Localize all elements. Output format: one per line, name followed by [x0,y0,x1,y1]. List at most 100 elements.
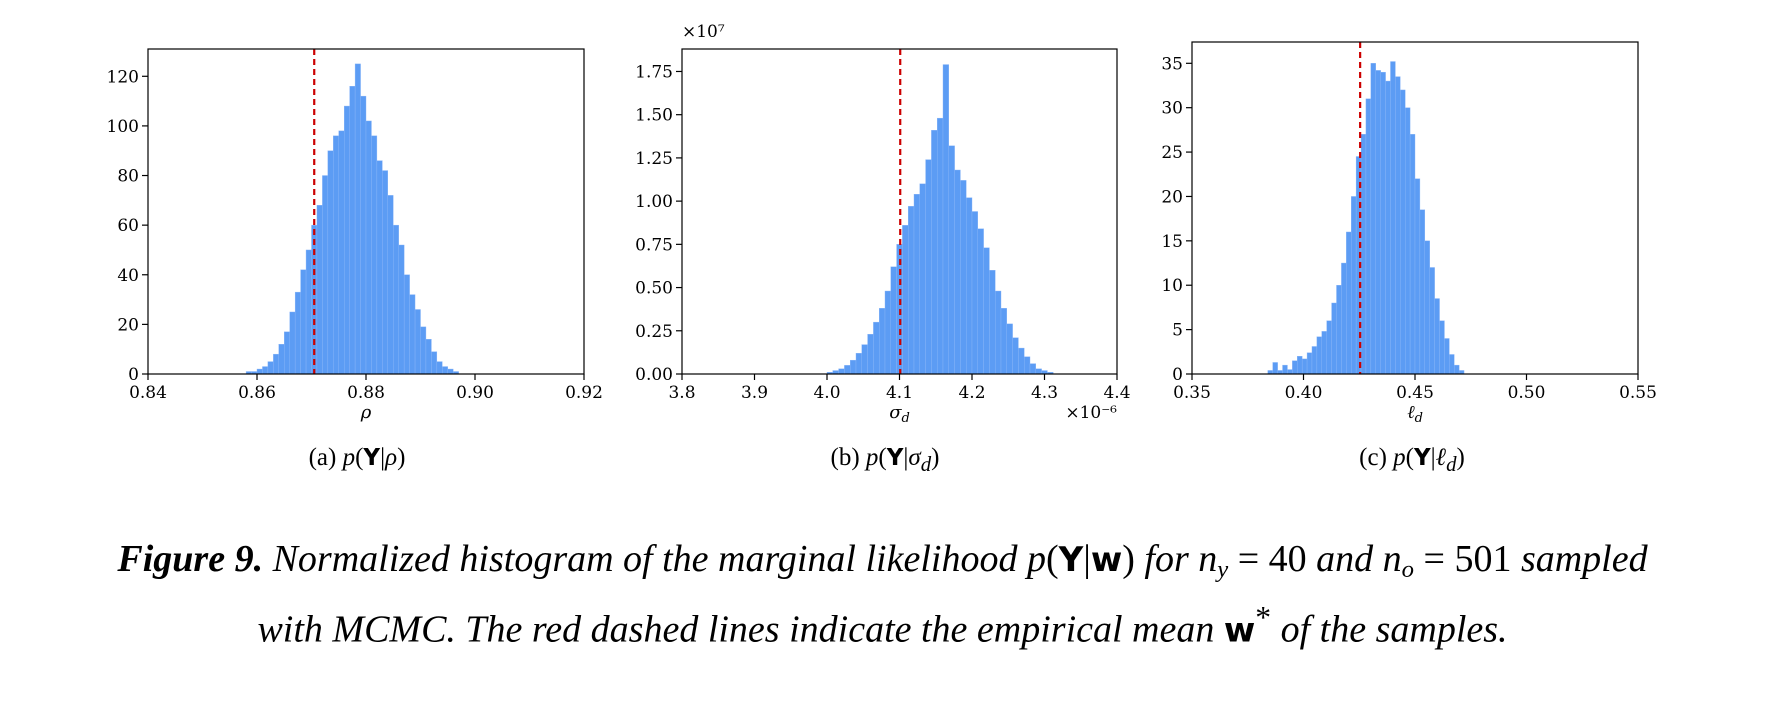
histogram-bar-c-6 [1297,356,1303,375]
xtick-label-a-2: 0.88 [347,383,385,403]
xtick-label-a-4: 0.92 [565,383,603,403]
histogram-bar-c-16 [1346,231,1352,375]
histogram-bar-b-35 [1029,363,1036,375]
histogram-bar-b-30 [1000,308,1007,375]
histogram-bar-c-30 [1414,178,1421,375]
ytick-label-a-0: 0 [128,365,139,385]
histogram-bar-b-24 [966,197,973,375]
histogram-bar-a-4 [267,361,274,375]
histogram-bar-b-2 [838,368,845,375]
histogram-bar-a-14 [322,175,329,375]
ytick-label-b-5: 1.25 [635,149,673,169]
ytick-label-b-4: 1.00 [635,192,673,212]
ytick-label-c-6: 30 [1161,99,1183,119]
xlabel-a: ρ [360,402,372,423]
histogram-bar-a-26 [387,195,394,375]
histogram-bar-c-24 [1385,80,1391,375]
ytick-label-c-5: 25 [1161,143,1183,163]
histogram-bar-c-14 [1336,285,1342,375]
histogram-bar-a-7 [284,331,290,375]
histogram-bar-c-11 [1321,331,1327,375]
ytick-label-b-3: 0.75 [635,235,673,255]
histogram-bar-c-23 [1380,71,1386,375]
histogram-bar-b-23 [960,180,967,375]
histogram-bar-c-22 [1375,70,1381,375]
histogram-bar-b-13 [902,225,909,375]
histogram-bar-c-15 [1341,262,1347,375]
caption-line-1: Figure 9. Normalized histogram of the ma… [117,538,1648,584]
histogram-bar-b-20 [942,64,949,375]
histogram-bar-a-6 [278,344,285,375]
histogram-bar-a-17 [338,130,345,375]
xtick-label-a-0: 0.84 [129,383,167,403]
ytick-label-b-7: 1.75 [635,62,673,82]
histogram-bar-a-10 [300,269,307,375]
xtick-label-a-1: 0.86 [238,383,276,403]
histogram-bar-c-28 [1404,107,1411,375]
histogram-bar-a-18 [344,105,350,375]
histogram-bar-a-28 [398,244,405,375]
figure-caption: Figure 9. Normalized histogram of the ma… [0,535,1765,655]
histogram-bar-a-30 [409,294,416,375]
histogram-bar-b-26 [977,228,984,375]
histogram-bar-b-36 [1035,368,1042,375]
ytick-label-c-1: 5 [1172,321,1183,341]
histogram-bar-b-5 [855,353,862,375]
histogram-bar-a-33 [425,339,432,375]
subcaption-b: (b) p(Y|σd) [830,444,940,476]
xtick-label-b-5: 4.3 [1031,383,1058,403]
xtick-label-c-2: 0.45 [1396,383,1434,403]
histogram-bar-c-33 [1429,267,1435,375]
ytick-label-b-0: 0.00 [635,365,673,385]
histogram-bar-b-34 [1023,356,1031,375]
xtick-label-b-0: 3.8 [668,383,695,403]
xtick-label-b-3: 4.1 [886,383,913,403]
ytick-label-b-2: 0.50 [635,279,673,299]
xtick-label-a-3: 0.90 [456,383,494,403]
xtick-label-c-3: 0.50 [1508,383,1546,403]
histogram-bar-c-10 [1316,336,1322,375]
histogram-bar-b-16 [919,183,926,375]
histogram-bar-c-8 [1306,352,1313,375]
histogram-bar-b-6 [861,344,868,375]
histogram-bar-b-28 [989,270,996,375]
histogram-bar-a-22 [365,120,372,375]
xtick-label-b-1: 3.9 [741,383,768,403]
histogram-bar-a-27 [393,224,399,375]
histogram-bar-a-9 [294,291,301,375]
histogram-bar-a-36 [442,366,448,375]
histogram-bar-c-32 [1424,240,1430,375]
histogram-bar-c-31 [1419,209,1426,375]
histogram-bar-c-19 [1360,134,1367,375]
histogram-bar-b-33 [1018,347,1025,375]
xlabel-b: σd [889,402,910,426]
histogram-bar-c-37 [1449,354,1455,375]
histogram-bar-c-29 [1409,134,1416,375]
ytick-label-a-1: 20 [117,315,139,335]
histogram-bar-c-21 [1370,63,1376,375]
histogram-bar-b-31 [1006,323,1013,375]
histogram-bar-c-1 [1272,362,1278,375]
histogram-bar-a-11 [305,249,312,375]
ytick-label-b-1: 0.25 [635,322,673,342]
xtick-label-c-0: 0.35 [1173,383,1211,403]
histogram-bar-a-29 [403,274,410,375]
histogram-bar-a-32 [420,326,427,375]
y-offset-label-b: ×10⁷ [682,22,725,42]
histogram-bar-a-21 [360,95,367,375]
histogram-bar-b-7 [867,334,874,375]
histogram-bar-c-25 [1390,61,1396,375]
ytick-label-c-2: 10 [1161,276,1183,296]
histogram-bar-c-17 [1351,196,1357,375]
histogram-bar-a-37 [447,368,454,375]
ytick-label-a-5: 100 [107,117,139,137]
histogram-bar-c-3 [1282,364,1288,375]
histogram-bar-c-4 [1287,369,1293,375]
histogram-bar-a-31 [414,309,421,375]
histogram-bar-c-38 [1454,364,1460,375]
histogram-bar-b-27 [983,247,990,375]
histogram-bar-a-19 [349,86,356,375]
ytick-label-a-6: 120 [107,67,139,87]
x-offset-label-b: ×10⁻⁶ [1065,403,1117,423]
histogram-bar-a-23 [371,135,378,375]
